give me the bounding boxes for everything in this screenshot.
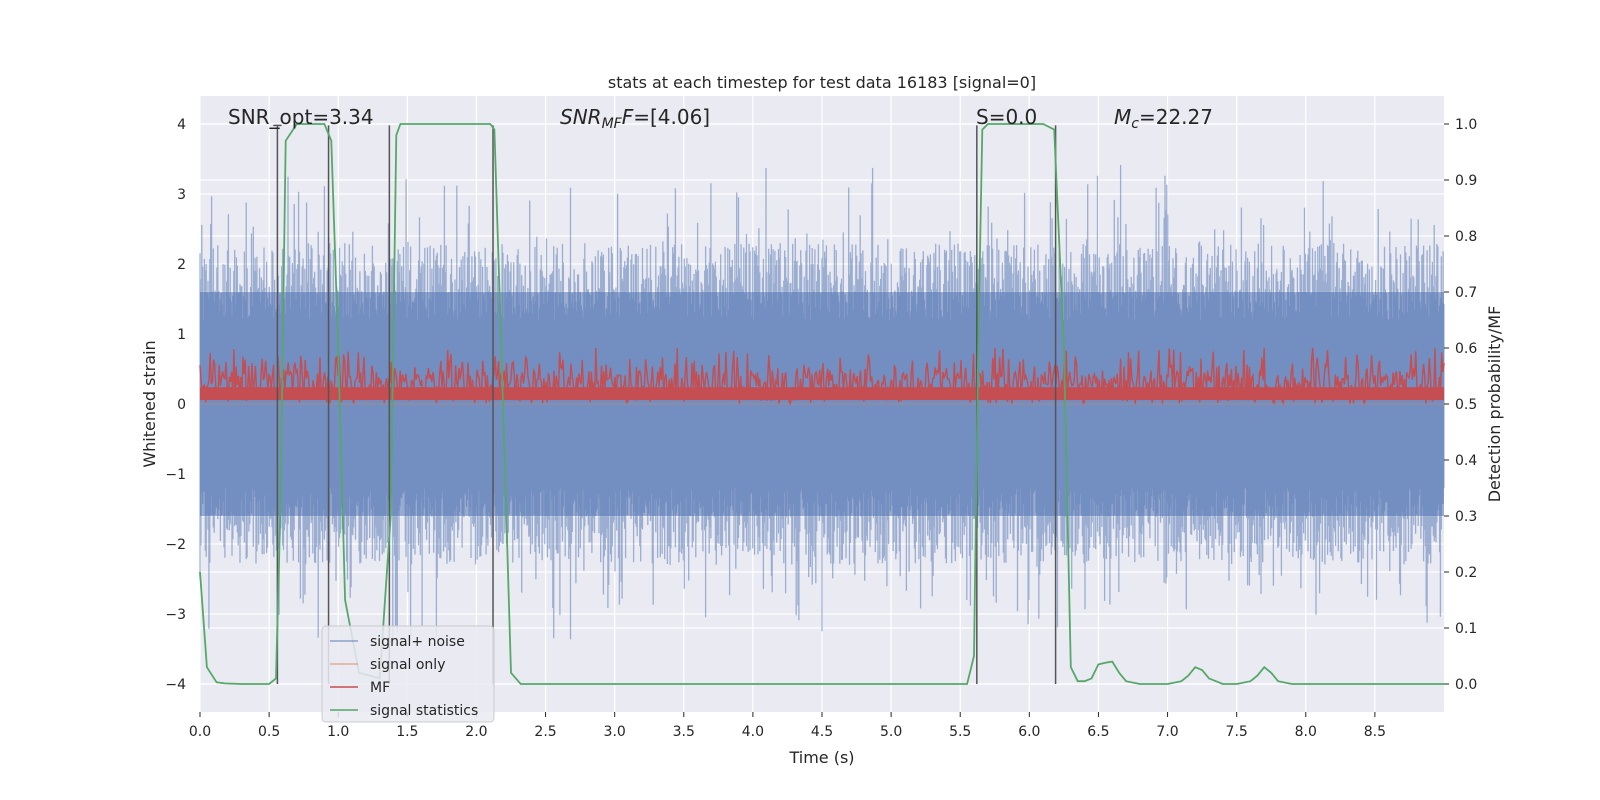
series-mf [199, 347, 1445, 406]
annotation-mc: Mc=22.27 [1114, 105, 1213, 132]
x-tick-label: 1.0 [327, 724, 349, 740]
y-tick-label-left: 3 [177, 187, 186, 203]
y-tick-label-right: 0.4 [1455, 453, 1477, 469]
legend-label-signal-only: signal only [370, 657, 445, 673]
x-tick-label: 4.5 [811, 724, 833, 740]
y-tick-label-left: 1 [177, 327, 186, 343]
x-tick-label: 2.0 [465, 724, 487, 740]
x-tick-label: 8.5 [1364, 724, 1386, 740]
y-tick-label-left: −3 [165, 607, 186, 623]
legend-box [321, 625, 495, 723]
y-tick-label-left: −1 [165, 467, 186, 483]
y-tick-label-right: 0.1 [1455, 621, 1477, 637]
y-tick-label-right: 0.5 [1455, 397, 1477, 413]
y-tick-label-left: −4 [165, 677, 186, 693]
x-tick-label: 7.5 [1226, 724, 1248, 740]
x-ticks: 0.0 0.5 1.0 1.5 2.0 2.5 3.0 3.5 4.0 4.5 5.0 5.5 6.0 6… [189, 712, 1386, 740]
y-tick-label-right: 0.2 [1455, 565, 1477, 581]
y-tick-label-right: 1.0 [1455, 117, 1477, 133]
x-tick-label: 7.0 [1156, 724, 1178, 740]
mf-core [200, 387, 1444, 401]
y-tick-label-right: 0.0 [1455, 677, 1477, 693]
vertical-markers [273, 124, 1057, 684]
x-tick-label: 4.0 [742, 724, 764, 740]
y-tick-label-right: 0.9 [1455, 173, 1477, 189]
legend-label-signal-noise: signal+ noise [370, 634, 465, 650]
x-axis-label: Time (s) [788, 748, 854, 767]
x-tick-label: 8.0 [1295, 724, 1317, 740]
y-tick-label-left: 4 [177, 117, 186, 133]
x-tick-label: 3.5 [673, 724, 695, 740]
x-tick-label: 3.0 [604, 724, 626, 740]
annotation-snr-mf: SNRMFF=[4.06] [560, 105, 710, 132]
y-axis-label-right: Detection probability/MF [1485, 306, 1504, 503]
legend: signal+ noise signal only MF signal stat… [321, 625, 495, 723]
annotation-s-stat: S=0.0 [976, 105, 1037, 129]
y-tick-label-right: 0.8 [1455, 229, 1477, 245]
legend-label-mf: MF [370, 680, 390, 696]
y-ticks-right: 1.0 0.9 0.8 0.7 0.6 0.5 0.4 0.3 0.2 0.1 0.0 [1444, 117, 1477, 693]
y-tick-label-right: 0.3 [1455, 509, 1477, 525]
x-tick-label: 0.5 [258, 724, 280, 740]
series-signal-statistics [199, 123, 1444, 685]
y-tick-label-right: 0.6 [1455, 341, 1477, 357]
y-tick-label-left: 0 [177, 397, 186, 413]
x-tick-label: 6.0 [1018, 724, 1040, 740]
y-tick-label-left: 2 [177, 257, 186, 273]
x-tick-label: 0.0 [189, 724, 211, 740]
legend-label-signal-statistics: signal statistics [370, 703, 478, 719]
x-tick-label: 1.5 [396, 724, 418, 740]
x-tick-label: 5.0 [880, 724, 902, 740]
x-tick-label: 2.5 [534, 724, 556, 740]
x-tick-label: 5.5 [949, 724, 971, 740]
y-ticks-left: 4 3 2 1 0 −1 −2 −3 −4 [165, 117, 186, 693]
x-tick-label: 6.5 [1087, 724, 1109, 740]
chart-title: stats at each timestep for test data 161… [608, 73, 1036, 92]
signal-statistics-line [199, 123, 1444, 685]
annotation-snr-opt: SNR_opt=3.34 [228, 105, 374, 129]
y-tick-label-left: −2 [165, 537, 186, 553]
mf-trace [199, 347, 1445, 406]
y-axis-label-left: Whitened strain [140, 340, 159, 467]
y-tick-label-right: 0.7 [1455, 285, 1477, 301]
